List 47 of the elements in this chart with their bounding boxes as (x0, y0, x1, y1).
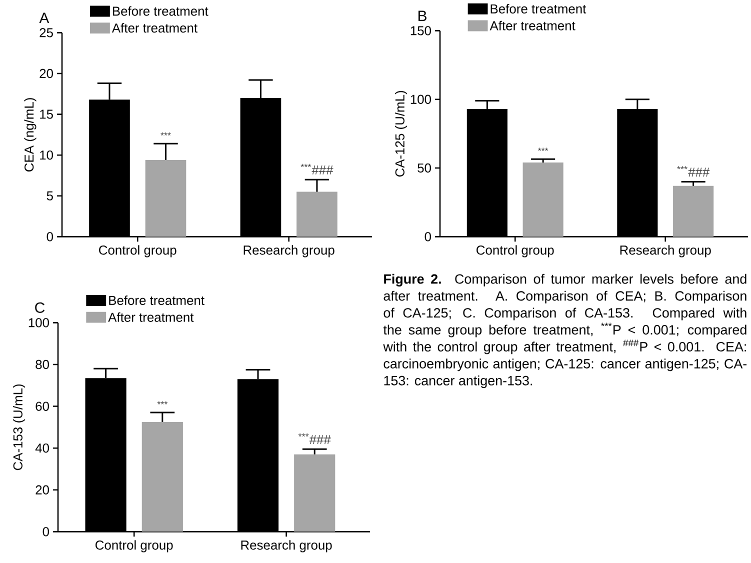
chart-title: C (35, 302, 45, 314)
y-tick-label: 10 (40, 150, 54, 160)
annotation: *** (538, 148, 548, 152)
y-tick-label: 25 (40, 28, 53, 38)
legend-label: After treatment (112, 23, 198, 33)
bar (142, 422, 183, 532)
bar (145, 160, 186, 237)
y-tick-label: 20 (40, 69, 54, 78)
chart-title: A (39, 12, 50, 24)
annotation: *** (160, 132, 171, 136)
y-tick-label: 80 (36, 360, 50, 370)
chart-title: B (418, 10, 426, 22)
y-tick-label: 5 (46, 192, 53, 201)
y-axis-title: CA-125 (U/mL) (394, 91, 408, 177)
text: Figure 2. Comparison of tumor marker levels before and after treatment. A. Comparison of CEA; B. Comparison of CA-125; C. Comparison of CA-153. Compared with the same group before treatment, $^{***}$P < 0.001; compared with the control group after treatment, $^{###}$P < 0.001. CEA: carcinoembryonic antigen; CA-125: cancer antigen-125; CA-153: cancer antigen-153. (383, 274, 747, 388)
x-tick-label: Research group (241, 540, 332, 552)
y-tick-label: 15 (40, 110, 53, 119)
x-tick-label: Control group (99, 245, 176, 258)
annotation: $^{***}$### (298, 434, 331, 444)
legend-label: After treatment (490, 20, 576, 30)
legend-label: After treatment (108, 312, 194, 322)
y-tick-label: 20 (36, 485, 50, 495)
bar (294, 454, 336, 532)
annotation: $^{***}$### (677, 166, 710, 177)
y-tick-label: 60 (36, 402, 50, 412)
x-tick-label: Control group (96, 540, 173, 552)
y-tick-label: 100 (410, 94, 431, 104)
y-tick-label: 100 (28, 318, 49, 328)
x-tick-label: Research group (620, 245, 711, 258)
y-axis-title: CEA (ng/mL) (24, 98, 36, 172)
y-tick-label: 50 (418, 164, 431, 173)
bar (673, 186, 714, 237)
y-tick-label: 0 (42, 527, 50, 536)
y-axis-title: CA-153 (U/mL) (12, 384, 26, 470)
legend-label: Before treatment (112, 6, 208, 16)
y-tick-label: 0 (46, 232, 54, 242)
annotation: *** (157, 401, 168, 405)
x-tick-label: Control group (476, 245, 554, 258)
y-tick-label: 40 (35, 444, 50, 453)
y-tick-label: 0 (424, 232, 431, 242)
annotation: $^{***}$### (300, 164, 334, 175)
legend-label: Before treatment (490, 4, 586, 14)
x-tick-label: Research group (244, 245, 334, 258)
bar (296, 192, 338, 237)
y-tick-label: 150 (410, 26, 431, 36)
bar (522, 162, 564, 237)
legend-label: Before treatment (109, 296, 204, 306)
